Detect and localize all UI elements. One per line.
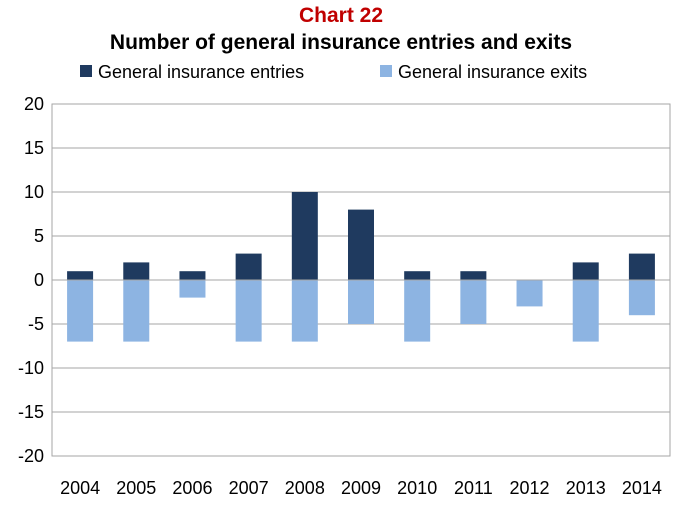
y-tick-label: -5 [28,314,44,334]
legend: General insurance entries General insuran… [80,62,587,82]
chart-title: Chart 22 [298,4,384,27]
y-tick-label: -10 [18,358,44,378]
y-tick-label: 5 [34,226,44,246]
exits-bar [404,280,431,342]
exits-bar [572,280,599,342]
x-tick-label: 2007 [229,478,269,498]
entries-bar [628,253,655,280]
x-tick-label: 2006 [172,478,212,498]
entries-bar [235,253,262,280]
entries-bar [404,271,431,280]
exits-bar [516,280,543,307]
entries-bar [291,192,318,280]
y-tick-label: 20 [24,94,44,114]
y-tick-label: -20 [18,446,44,466]
x-tick-label: 2013 [566,478,606,498]
exits-bar [291,280,318,342]
x-tick-label: 2005 [116,478,156,498]
entries-bar [460,271,487,280]
legend-swatch-entries [80,65,92,77]
legend-swatch-exits [380,65,392,77]
y-tick-label: -15 [18,402,44,422]
x-tick-label: 2009 [341,478,381,498]
y-tick-label: 15 [24,138,44,158]
x-tick-label: 2014 [622,478,662,498]
x-tick-label: 2004 [60,478,100,498]
x-tick-label: 2008 [285,478,325,498]
exits-bar [235,280,262,342]
exits-bar [628,280,655,316]
legend-label-entries: General insurance entries [98,62,304,82]
x-tick-label: 2012 [510,478,550,498]
exits-bar [67,280,94,342]
legend-label-exits: General insurance exits [398,62,587,82]
entries-bar [67,271,94,280]
x-tick-label: 2011 [454,478,493,498]
y-tick-label: 0 [34,270,44,290]
y-tick-label: 10 [24,182,44,202]
entries-bar [348,209,374,280]
entries-bar [179,271,206,280]
exits-bar [179,280,206,298]
exits-bar [348,280,374,324]
entries-bar [572,262,599,280]
chart-subtitle: Number of general insurance entries and … [109,31,573,54]
exits-bar [123,280,150,342]
entries-bar [123,262,150,280]
exits-bar [460,280,487,324]
x-tick-label: 2010 [397,478,437,498]
plot-area: 20 15 10 5 0 -5 -10 -15 -20 2004 2005 2006 2007 2008 2… [18,94,671,498]
